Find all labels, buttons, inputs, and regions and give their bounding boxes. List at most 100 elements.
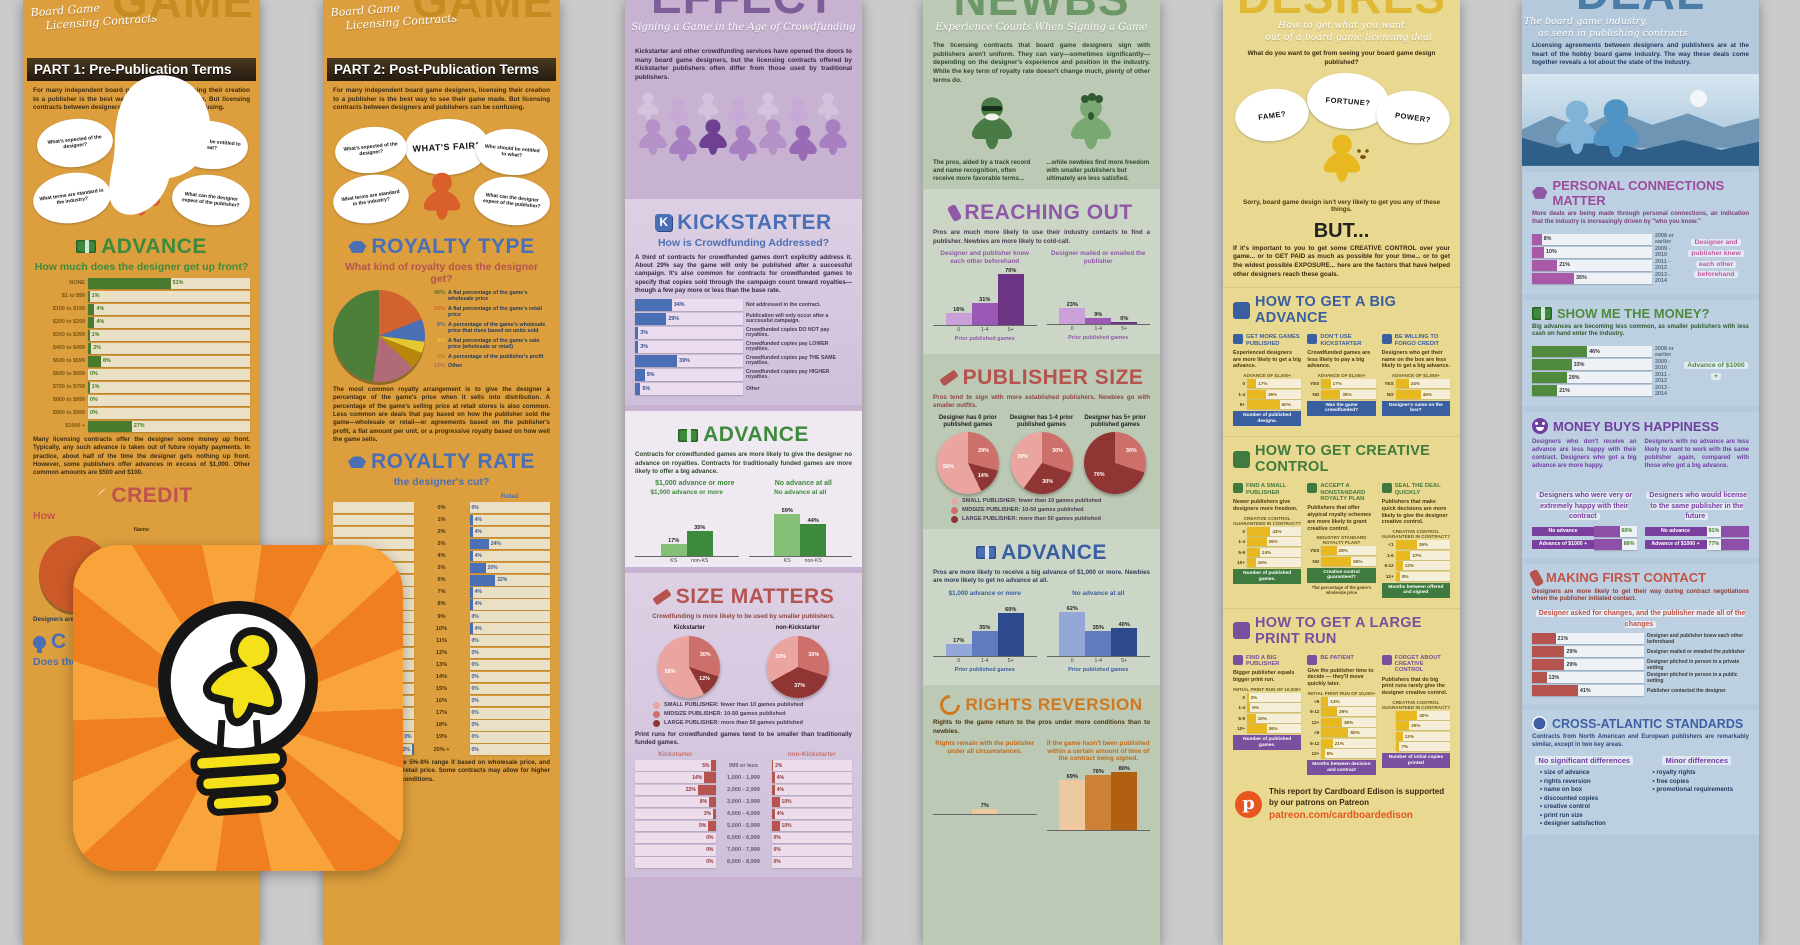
bar-value: 50%	[1350, 730, 1360, 736]
advance-note: Pros are more likely to receive a big ad…	[933, 568, 1150, 585]
royalty-type-heading-row: ROYALTY TYPE	[333, 235, 550, 259]
slice-label: 30%	[1052, 448, 1063, 455]
bar-track: 4%	[88, 316, 250, 328]
tip-footer: Creative control guaranteed?	[1307, 567, 1376, 583]
bar-fill	[88, 342, 92, 354]
tip-heading-row: FIND A BIG PUBLISHER	[1233, 654, 1301, 668]
bar-row: $200 to $299 4%	[33, 316, 250, 328]
legend-item: 8% A percentage of the game's wholesale p…	[431, 322, 550, 334]
poster-masthead: DESIRES How to get what you want out of …	[1223, 0, 1460, 48]
right-bar-track: 32%	[469, 575, 550, 586]
kickstarter-heading-row: K KICKSTARTER	[635, 211, 852, 235]
publisher-size-pies: Kickstarter 30% 12% 58% non-Kickstarter 30% 3…	[635, 625, 852, 698]
slice-label: 39%	[1017, 453, 1029, 460]
advance-heading-row: ADVANCE	[33, 235, 250, 259]
section-heading: PERSONAL CONNECTIONS MATTER	[1552, 177, 1725, 208]
footer-text: This report by Cardboard Edison is suppo…	[1269, 787, 1445, 807]
bar-row: 0 17%	[1233, 379, 1302, 389]
pie-chart: 30% 12% 58%	[658, 635, 721, 698]
legend-swatch	[653, 710, 660, 718]
publisher-size-note: Pros tend to sign with more established …	[933, 393, 1150, 410]
bar-track: 3%	[635, 327, 743, 340]
bar-track: 21%	[1532, 385, 1652, 397]
bar-track: 29%	[1532, 372, 1652, 384]
bar-track: 27%	[1395, 550, 1450, 560]
bar-row: 29% 2011 - 2012	[1532, 372, 1677, 384]
bar-track: 21%	[1532, 633, 1644, 645]
bar-track: 28%	[1321, 546, 1376, 556]
vbar: 62% 0	[1059, 606, 1086, 664]
advance-note: Contracts for crowdfunded games are more…	[635, 451, 852, 476]
row-label: 3,000 - 3,999	[727, 798, 760, 805]
money-stack-icon	[678, 428, 699, 442]
sorry-text: Sorry, board game design isn't very like…	[1242, 199, 1441, 214]
thought-bubble: Who should be entitled to what?	[474, 125, 550, 178]
bar-fill	[1321, 389, 1341, 399]
row-label: 4,000 - 4,999	[727, 811, 760, 818]
list-item: • promotional requirements	[1652, 786, 1734, 794]
bar-row: 25%	[1382, 721, 1450, 731]
vbar: 60% 5+	[997, 607, 1024, 664]
bar-fill	[1247, 558, 1256, 568]
bar-fill	[1247, 692, 1249, 702]
chart-with-caption: 8% 2008 or earlier 10% 2009 - 2010 21% 2011 -…	[1532, 232, 1749, 288]
bar-row: $100 to $199 4%	[33, 303, 250, 315]
vbar: 17% KS	[660, 538, 687, 564]
bar-label: Other	[746, 385, 760, 392]
bar-track: 36%	[1247, 537, 1302, 547]
vbar: 23% 0	[1059, 302, 1086, 332]
tips-section: HOW TO GET CREATIVE CONTROL FIND A SMALL …	[1223, 436, 1460, 599]
bar-label: non-KS	[691, 558, 709, 565]
section-heading: HOW TO GET A LARGE PRINT RUN	[1255, 614, 1422, 647]
publisher-size-section: PUBLISHER SIZE Pros tend to sign with mo…	[923, 354, 1160, 523]
bar-value: 70%	[1005, 268, 1017, 275]
bar-label: $500 to $599	[52, 358, 85, 365]
row-label: 7,000 - 7,999	[727, 847, 760, 854]
happiness-right-chart: No advance 91% Advance of $1000 +77%	[1644, 525, 1749, 550]
publisher-size-pies: Designer has 0 prior published games 29% 1…	[933, 415, 1150, 494]
right-bar-track: 10%	[771, 820, 852, 832]
poster-title: DEAL	[1522, 0, 1759, 16]
bar-fill	[1321, 696, 1329, 706]
row-label: 13%	[435, 661, 448, 668]
row-label: 6,000 - 6,999	[727, 835, 760, 842]
bar-fill	[1059, 780, 1086, 830]
bar-label: 2008 or earlier	[1655, 345, 1674, 358]
left-bar-track: 5%	[635, 760, 716, 771]
bar-value: 16%	[1257, 560, 1267, 566]
tip-bar-chart: <1 39% 1-6 27% 6-12 13% 12+ 8%	[1382, 540, 1450, 581]
section-heading: REACHING OUT	[964, 201, 1133, 225]
legend-item: 4% A flat percentage of the game's sale p…	[431, 338, 550, 350]
bar-track: 55%	[1321, 556, 1376, 566]
money-buys-happiness-section: MONEY BUYS HAPPINESS Designers who don't…	[1522, 412, 1759, 558]
left-series-header: Kickstarter	[658, 751, 693, 759]
right-bar-track: 10%	[771, 796, 852, 808]
bar-fill	[1247, 703, 1251, 713]
bar-track: 21%	[1321, 738, 1376, 748]
legend-label: MIDSIZE PUBLISHER: 10-50 games published	[962, 507, 1084, 514]
publisher-size-heading-row: PUBLISHER SIZE	[933, 366, 1150, 390]
bar-fill	[997, 613, 1024, 657]
tip-note: Newer publishers give designers more fre…	[1233, 499, 1298, 512]
bar-value: 40%	[1118, 621, 1130, 628]
bar-fill	[1321, 728, 1349, 738]
patreon-link[interactable]: patreon.com/cardboardedison	[1269, 810, 1413, 822]
legend-item: SMALL PUBLISHER: fewer than 10 games pub…	[951, 497, 1150, 505]
tip-chart-title: ADVANCE OF $1,000+	[1243, 373, 1292, 379]
bar-label: 12+	[1311, 751, 1320, 757]
publisher-size-legend: SMALL PUBLISHER: fewer than 10 games pub…	[635, 701, 852, 727]
legend-value: 6%	[436, 353, 445, 360]
left-bar-track: 22%	[635, 784, 716, 796]
bar-fill	[1395, 742, 1400, 752]
bar-fill	[1247, 724, 1267, 734]
axis-label: Prior published games	[954, 667, 1015, 674]
tip-card: SEAL THE DEAL QUICKLY Publishers that mak…	[1381, 483, 1450, 598]
left-bar-value: 9%	[699, 823, 707, 830]
tip-footer: Number of published designs.	[1233, 411, 1302, 427]
right-bar-fill	[469, 587, 473, 598]
legend-label: A percentage of the game's wholesale pri…	[448, 321, 546, 334]
legend-item: LARGE PUBLISHER: more than 50 games publ…	[653, 719, 852, 727]
bar-track: 39%	[1395, 540, 1450, 550]
section-heading: C	[51, 630, 67, 654]
bar-value: 29%	[1568, 374, 1580, 381]
